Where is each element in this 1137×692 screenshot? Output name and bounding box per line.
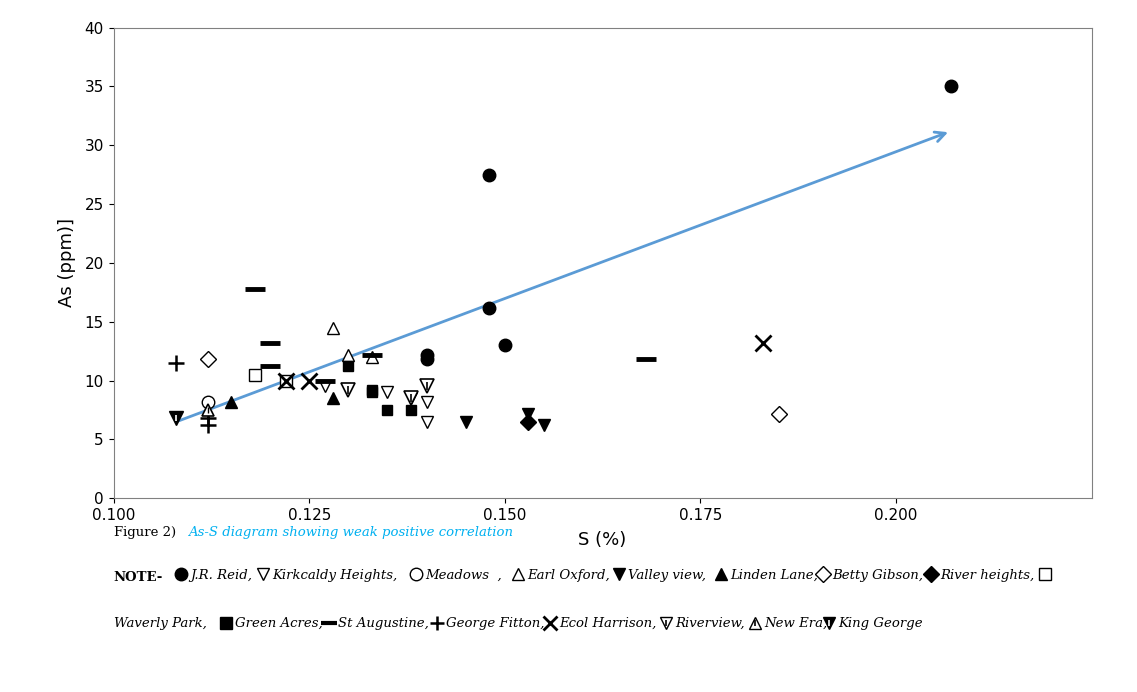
Text: NOTE-: NOTE- xyxy=(114,571,163,584)
Text: Waverly Park,: Waverly Park, xyxy=(114,617,207,630)
Text: George Fitton,: George Fitton, xyxy=(446,617,545,630)
Text: King George: King George xyxy=(838,617,922,630)
Text: Valley view,: Valley view, xyxy=(628,569,706,582)
Text: Earl Oxford,: Earl Oxford, xyxy=(528,569,611,582)
Text: Linden Lane,: Linden Lane, xyxy=(730,569,818,582)
Y-axis label: As (ppm)]: As (ppm)] xyxy=(58,219,76,307)
Text: River heights,: River heights, xyxy=(940,569,1035,582)
Text: New Era,: New Era, xyxy=(764,617,828,630)
Text: Figure 2): Figure 2) xyxy=(114,526,180,539)
Text: As-S diagram showing weak positive correlation: As-S diagram showing weak positive corre… xyxy=(188,526,513,539)
Text: Green Acres,: Green Acres, xyxy=(235,617,323,630)
Text: St Augustine,: St Augustine, xyxy=(338,617,429,630)
Text: Kirkcaldy Heights,: Kirkcaldy Heights, xyxy=(272,569,397,582)
Text: J.R. Reid,: J.R. Reid, xyxy=(190,569,252,582)
Text: Betty Gibson,: Betty Gibson, xyxy=(832,569,923,582)
X-axis label: S (%): S (%) xyxy=(579,531,626,549)
Text: Meadows  ,: Meadows , xyxy=(425,569,503,582)
Text: Ecol Harrison,: Ecol Harrison, xyxy=(559,617,657,630)
Text: Riverview,: Riverview, xyxy=(675,617,745,630)
